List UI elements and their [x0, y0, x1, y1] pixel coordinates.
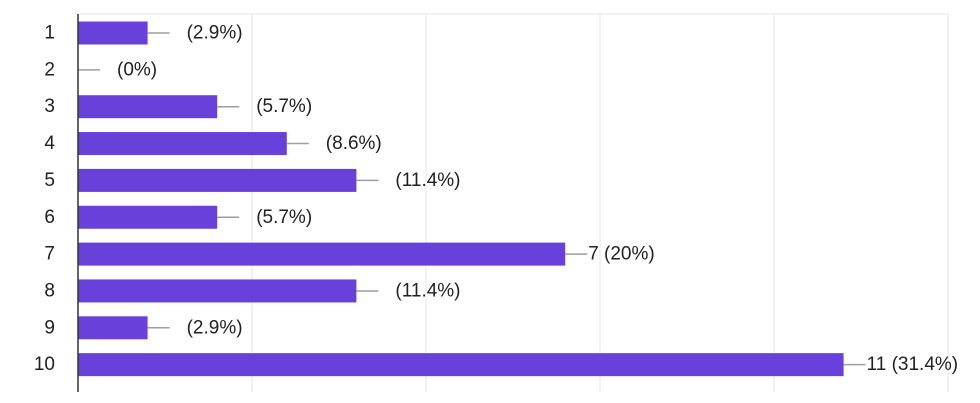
bar — [78, 95, 218, 119]
data-label: (8.6%) — [326, 133, 382, 154]
data-label: (0%) — [117, 59, 157, 80]
category-label: 2 — [44, 59, 55, 80]
bars — [78, 21, 866, 377]
bar — [78, 353, 844, 377]
data-label: (5.7%) — [256, 96, 312, 117]
bar — [78, 205, 218, 229]
bar — [78, 242, 566, 266]
data-label: (2.9%) — [187, 23, 243, 44]
category-label: 6 — [44, 207, 55, 228]
category-label: 7 — [44, 244, 55, 265]
category-label: 8 — [44, 280, 55, 301]
bar — [78, 168, 357, 192]
data-label: 11 (31.4%) — [867, 354, 959, 375]
data-label: (11.4%) — [395, 170, 460, 191]
data-label: (2.9%) — [187, 317, 243, 338]
category-label: 5 — [44, 170, 55, 191]
category-label: 4 — [44, 133, 55, 154]
category-label: 10 — [34, 354, 55, 375]
bar — [78, 316, 148, 340]
category-label: 9 — [44, 317, 55, 338]
category-label: 3 — [44, 96, 55, 117]
labels: 1 (2.9%) 2 (0%) 3 (5.7%) 4 (8.6%) 5 (11.4%) 6 (5.7%… — [34, 23, 958, 376]
bar — [78, 21, 148, 45]
data-label: (11.4%) — [395, 280, 460, 301]
bar — [78, 132, 287, 156]
data-label: 7 (20%) — [588, 244, 655, 265]
category-label: 1 — [44, 23, 55, 44]
data-label: (5.7%) — [256, 207, 312, 228]
bar — [78, 279, 357, 303]
gridlines — [78, 13, 949, 392]
